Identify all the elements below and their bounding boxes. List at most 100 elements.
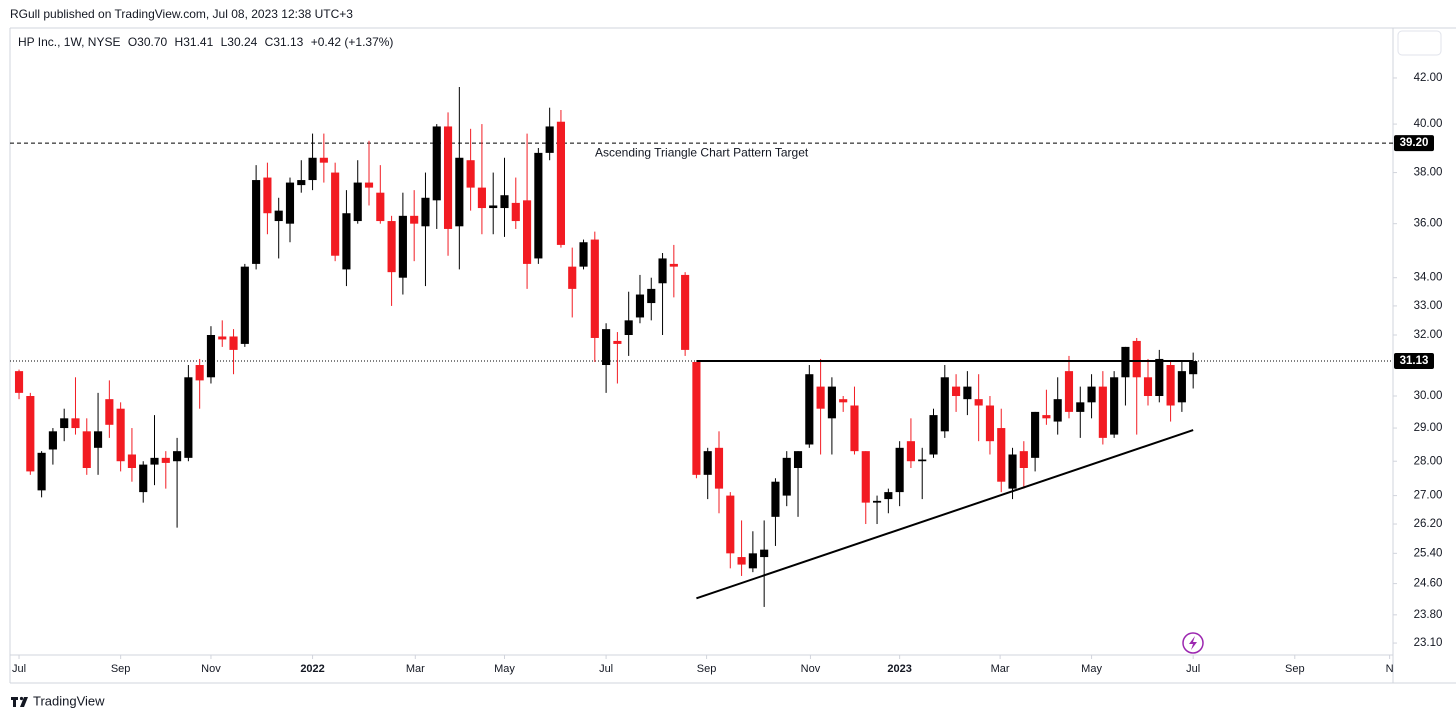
y-tick-label: 23.80	[1414, 609, 1443, 621]
y-tick-label: 28.00	[1414, 455, 1443, 467]
x-tick-label: Jul	[599, 663, 613, 675]
candle-body	[523, 200, 532, 264]
candle-body	[218, 336, 227, 340]
candle-body	[997, 428, 1006, 482]
plot	[10, 87, 1393, 607]
price-label: 39.20	[1400, 137, 1429, 149]
candle-body	[48, 431, 57, 450]
candle-body	[387, 221, 396, 273]
legend-value: 31.13	[273, 35, 303, 49]
candle-body	[624, 320, 633, 336]
candle-body	[793, 451, 803, 468]
y-tick-label: 36.00	[1414, 218, 1443, 230]
candle-body	[748, 553, 757, 569]
candle-body	[14, 371, 24, 393]
x-tick-label: 2022	[300, 663, 324, 675]
candle-body	[398, 215, 407, 278]
x-tick-label: Jul	[12, 663, 26, 675]
legend-key: C	[265, 35, 274, 49]
candle-body	[545, 126, 554, 153]
legend-symbol: HP Inc., 1W, NYSE	[18, 35, 120, 49]
candle-body	[206, 335, 216, 378]
candle-body	[432, 126, 441, 201]
candle-body	[1166, 365, 1175, 406]
byline: RGull published on TradingView.com, Jul …	[10, 7, 353, 21]
x-tick-label: Nov	[801, 663, 821, 675]
candle-body	[737, 557, 746, 565]
candle-body	[850, 405, 859, 452]
event-icon[interactable]	[1182, 632, 1204, 654]
y-tick-label: 29.00	[1414, 422, 1443, 434]
candle-body	[726, 495, 735, 554]
legend-value: 30.70	[137, 35, 167, 49]
x-tick-label: Sep	[111, 663, 131, 675]
candle-body	[884, 492, 893, 500]
candle-body	[963, 386, 972, 400]
candle-body	[511, 202, 520, 222]
candle-body	[985, 405, 995, 442]
candle-body	[534, 152, 543, 259]
x-tick-label: Mar	[991, 663, 1010, 675]
candle-body	[127, 454, 136, 468]
settings-button[interactable]	[1397, 30, 1442, 56]
annotation: Ascending Triangle Chart Pattern Target	[595, 145, 809, 159]
candle-body	[1189, 361, 1198, 375]
candle-body	[319, 157, 328, 163]
y-tick-label: 40.00	[1414, 118, 1443, 130]
logo-part	[19, 696, 24, 701]
candle-body	[703, 451, 712, 475]
candle-body	[1132, 340, 1141, 378]
x-tick-label: Jul	[1186, 663, 1200, 675]
y-tick-label: 32.00	[1414, 329, 1443, 341]
candle-body	[263, 177, 272, 214]
candle-body	[161, 457, 170, 463]
candle-body	[184, 377, 193, 458]
candle-body	[150, 457, 159, 465]
candle-body	[1155, 358, 1164, 397]
candle-body	[952, 386, 961, 397]
candle-body	[861, 451, 870, 503]
x-tick-label: Nov	[201, 663, 221, 675]
candle-body	[602, 329, 611, 366]
candle-body	[918, 459, 927, 462]
candle-body	[714, 447, 724, 489]
candle-body	[1121, 346, 1130, 378]
candle-body	[1008, 454, 1017, 489]
candle-body	[1031, 411, 1040, 458]
candle-body	[489, 205, 498, 209]
candle-body	[443, 126, 453, 229]
trend-line	[696, 429, 1194, 600]
candle-body	[895, 447, 904, 493]
candle-body	[139, 464, 148, 493]
candle-body	[285, 182, 295, 224]
candle-body	[1019, 451, 1028, 468]
candle-body	[229, 336, 238, 350]
candle-body	[37, 452, 46, 491]
candle-body	[173, 451, 182, 462]
x-tick-label: Sep	[1285, 663, 1305, 675]
candle-body	[331, 172, 340, 256]
legend: HP Inc., 1W, NYSE O30.70 H31.41 L30.24 C…	[18, 35, 393, 49]
brand-logo	[11, 696, 28, 707]
candle-body	[692, 361, 701, 475]
y-tick-label: 30.00	[1414, 390, 1443, 402]
candle-body	[974, 399, 983, 406]
legend-key: O	[128, 35, 137, 49]
candle-body	[477, 187, 486, 209]
candle-body	[827, 386, 836, 419]
candle-body	[500, 195, 509, 209]
candle-body	[240, 266, 249, 344]
y-tick-label: 23.10	[1414, 637, 1443, 649]
y-tick-label: 42.00	[1414, 72, 1443, 84]
x-tick-label: N	[1386, 663, 1394, 675]
candle-body	[771, 481, 780, 517]
candle-body	[816, 386, 825, 409]
candle-body	[195, 365, 204, 381]
candle-body	[116, 408, 125, 462]
candle-body	[658, 258, 667, 284]
legend-value: 30.24	[227, 35, 257, 49]
legend-value: 31.41	[183, 35, 213, 49]
